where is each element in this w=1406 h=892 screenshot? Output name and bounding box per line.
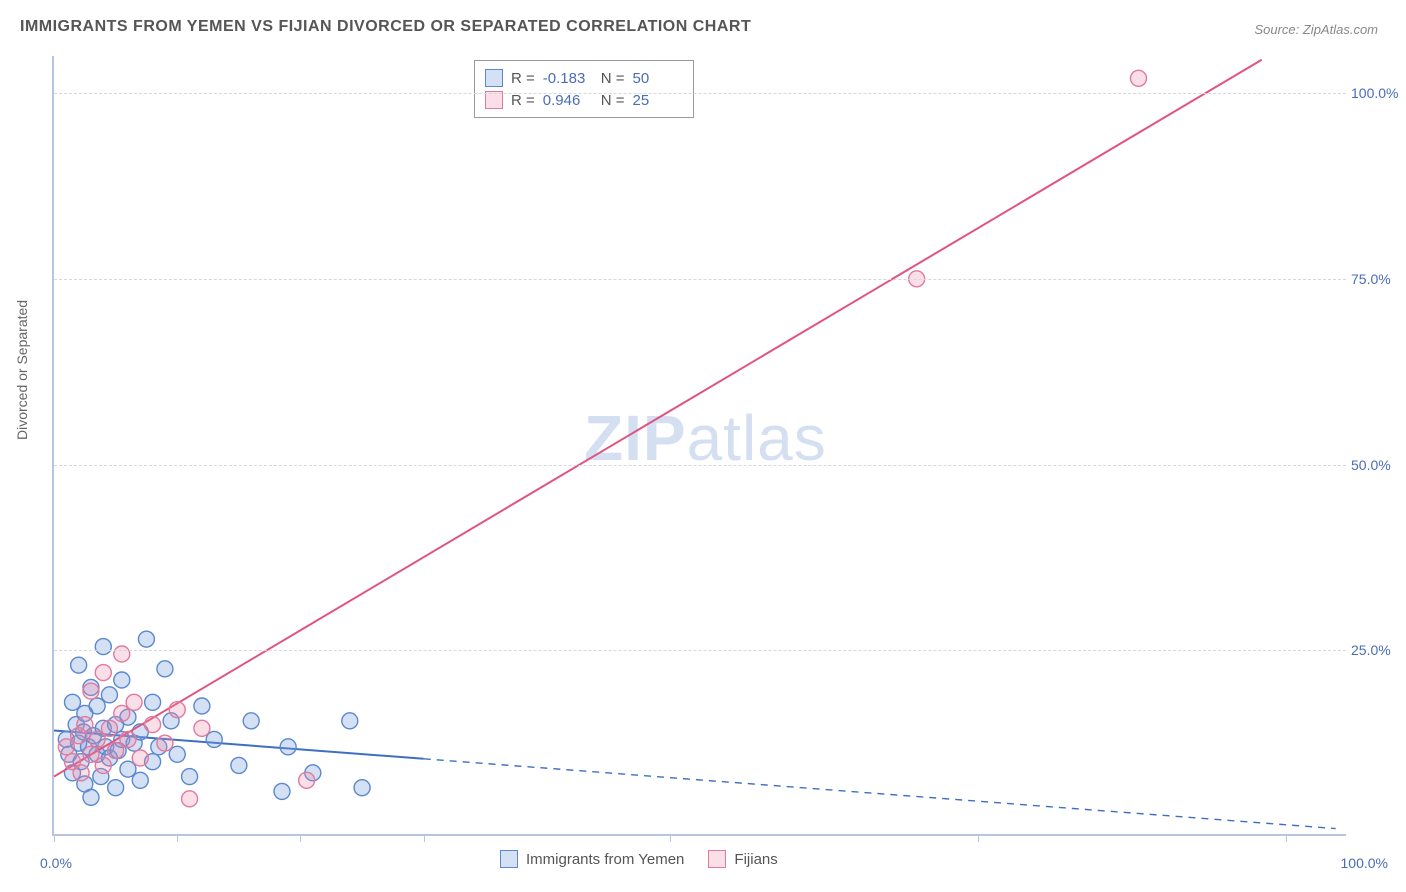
data-point bbox=[77, 717, 93, 733]
data-point bbox=[120, 761, 136, 777]
data-point bbox=[194, 698, 210, 714]
y-tick-label: 100.0% bbox=[1351, 85, 1406, 101]
x-tick bbox=[177, 834, 178, 842]
data-point bbox=[120, 731, 136, 747]
n-value: 50 bbox=[633, 70, 683, 87]
x-tick bbox=[978, 834, 979, 842]
y-axis-label: Divorced or Separated bbox=[14, 300, 30, 440]
legend-item: Fijians bbox=[708, 850, 777, 868]
series-legend: Immigrants from Yemen Fijians bbox=[500, 850, 778, 868]
gridline bbox=[54, 279, 1346, 280]
data-point bbox=[95, 665, 111, 681]
chart-title: IMMIGRANTS FROM YEMEN VS FIJIAN DIVORCED… bbox=[20, 18, 751, 36]
data-point bbox=[182, 791, 198, 807]
trend-line bbox=[54, 60, 1262, 777]
data-point bbox=[114, 646, 130, 662]
data-point bbox=[299, 772, 315, 788]
legend-item: Immigrants from Yemen bbox=[500, 850, 684, 868]
x-tick bbox=[54, 834, 55, 842]
gridline bbox=[54, 465, 1346, 466]
x-axis-min-label: 0.0% bbox=[40, 855, 72, 871]
legend-label: Fijians bbox=[734, 851, 777, 868]
y-tick-label: 50.0% bbox=[1351, 457, 1406, 473]
data-point bbox=[206, 731, 222, 747]
data-point bbox=[114, 705, 130, 721]
y-tick-label: 75.0% bbox=[1351, 271, 1406, 287]
plot-svg bbox=[54, 56, 1346, 834]
data-point bbox=[89, 698, 105, 714]
gridline bbox=[54, 93, 1346, 94]
legend-swatch bbox=[500, 850, 518, 868]
data-point bbox=[83, 789, 99, 805]
data-point bbox=[231, 757, 247, 773]
data-point bbox=[243, 713, 259, 729]
data-point bbox=[71, 657, 87, 673]
data-point bbox=[1130, 70, 1146, 86]
data-point bbox=[145, 694, 161, 710]
data-point bbox=[194, 720, 210, 736]
data-point bbox=[157, 735, 173, 751]
data-point bbox=[342, 713, 358, 729]
data-point bbox=[274, 783, 290, 799]
data-point bbox=[169, 702, 185, 718]
data-point bbox=[280, 739, 296, 755]
data-point bbox=[354, 780, 370, 796]
r-label: R = bbox=[511, 70, 535, 87]
data-point bbox=[108, 743, 124, 759]
data-point bbox=[83, 746, 99, 762]
data-point bbox=[138, 631, 154, 647]
legend-swatch bbox=[708, 850, 726, 868]
data-point bbox=[169, 746, 185, 762]
legend-label: Immigrants from Yemen bbox=[526, 851, 684, 868]
data-point bbox=[83, 683, 99, 699]
data-point bbox=[145, 717, 161, 733]
data-point bbox=[89, 731, 105, 747]
data-point bbox=[101, 720, 117, 736]
stats-legend-row: R = -0.183 N = 50 bbox=[485, 67, 683, 89]
x-tick bbox=[424, 834, 425, 842]
x-tick bbox=[670, 834, 671, 842]
data-point bbox=[108, 780, 124, 796]
data-point bbox=[101, 687, 117, 703]
data-point bbox=[114, 672, 130, 688]
data-point bbox=[132, 750, 148, 766]
trend-line-dashed bbox=[424, 759, 1336, 829]
data-point bbox=[132, 772, 148, 788]
gridline bbox=[54, 650, 1346, 651]
chart-plot-area: ZIPatlas R =-0.183N =50R =0.946N =25 25.… bbox=[52, 56, 1346, 836]
source-attribution: Source: ZipAtlas.com bbox=[1254, 22, 1378, 37]
n-label: N = bbox=[601, 70, 625, 87]
legend-swatch bbox=[485, 69, 503, 87]
data-point bbox=[126, 694, 142, 710]
data-point bbox=[157, 661, 173, 677]
data-point bbox=[64, 694, 80, 710]
stats-legend: R =-0.183N =50R =0.946N =25 bbox=[474, 60, 694, 118]
r-value: -0.183 bbox=[543, 70, 593, 87]
data-point bbox=[95, 757, 111, 773]
data-point bbox=[58, 739, 74, 755]
data-point bbox=[182, 769, 198, 785]
x-tick bbox=[1286, 834, 1287, 842]
data-point bbox=[73, 765, 89, 781]
y-tick-label: 25.0% bbox=[1351, 642, 1406, 658]
x-tick bbox=[300, 834, 301, 842]
x-axis-max-label: 100.0% bbox=[1341, 855, 1388, 871]
data-point bbox=[95, 639, 111, 655]
